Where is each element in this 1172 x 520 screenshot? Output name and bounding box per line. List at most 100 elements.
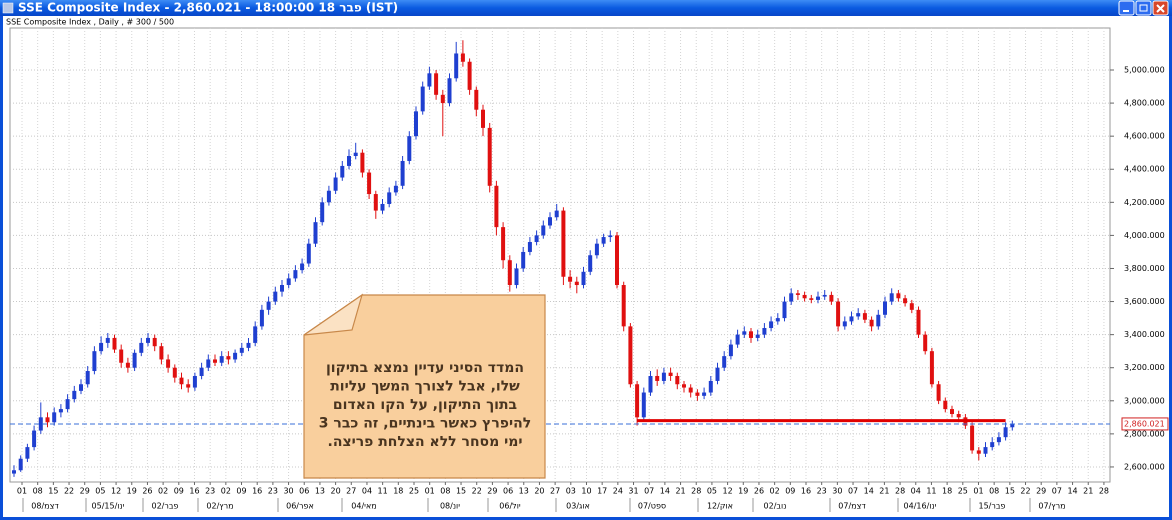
minimize-button[interactable]: [1118, 0, 1135, 16]
x-tick-label: 12: [723, 487, 733, 496]
candle-body: [253, 326, 258, 343]
candle-body: [983, 447, 988, 454]
candle-body: [85, 371, 90, 385]
candle-body: [306, 243, 311, 264]
candle-body: [119, 349, 124, 363]
candle-body: [280, 285, 284, 292]
candle-body: [467, 61, 472, 90]
candle-body: [326, 190, 331, 203]
candle-body: [99, 342, 104, 352]
x-tick-label: 25: [958, 487, 968, 496]
x-tick-label: 10: [581, 487, 591, 496]
candle-body: [541, 225, 546, 236]
x-tick-label: 08: [33, 487, 43, 496]
candle-body: [916, 309, 921, 335]
x-tick-label: 26: [754, 487, 764, 496]
x-tick-label: 14: [660, 487, 670, 496]
candle-body: [588, 255, 593, 272]
candle-body: [434, 73, 439, 95]
candle-body: [427, 73, 432, 87]
x-tick-label: 19: [127, 487, 137, 496]
x-tick-label: 26: [142, 487, 152, 496]
candle-body: [688, 387, 693, 393]
candle-body: [648, 375, 653, 393]
candle-body: [360, 152, 365, 173]
candle-body: [889, 293, 894, 302]
x-tick-label: 09: [785, 487, 795, 496]
candle-body: [749, 331, 753, 338]
candle-body: [601, 237, 606, 244]
x-tick-label: 22: [472, 487, 482, 496]
note-text: ימי מסחר ללא הצלחת פריצה.: [328, 434, 523, 450]
candle-body: [661, 372, 666, 381]
title-bar: [0, 0, 1172, 16]
x-month-label: 05/15/ינו: [92, 502, 125, 511]
candle-body: [809, 298, 814, 300]
x-month-label: 07/ספט: [638, 502, 666, 511]
candle-body: [132, 352, 137, 368]
x-tick-label: 16: [801, 487, 811, 496]
x-tick-label: 18: [393, 487, 403, 496]
x-tick-label: 27: [550, 487, 560, 496]
candle-body: [454, 53, 459, 79]
x-tick-label: 28: [691, 487, 701, 496]
candle-body: [527, 242, 532, 252]
candle-body: [1010, 423, 1015, 428]
x-tick-label: 14: [1067, 487, 1077, 496]
x-tick-label: 12: [111, 487, 121, 496]
candle-body: [782, 301, 787, 319]
restore-icon: [1139, 4, 1148, 12]
x-tick-label: 07: [1052, 487, 1062, 496]
candle-body: [568, 276, 573, 282]
candle-body: [447, 78, 452, 104]
candle-body: [481, 109, 485, 128]
candle-body: [286, 278, 291, 286]
candle-body: [152, 337, 157, 347]
note-text: שלו, אבל לצורך המשך עליות: [330, 379, 520, 395]
x-month-label: 02/מרץ: [206, 502, 233, 511]
candle-body: [728, 344, 733, 357]
candle-body: [226, 356, 231, 360]
candle-body: [789, 293, 794, 302]
candle-body: [139, 342, 144, 353]
x-tick-label: 04: [911, 487, 921, 496]
y-tick-label: 4,000.000: [1124, 231, 1165, 240]
candle-body: [494, 185, 499, 228]
candle-body: [950, 409, 954, 415]
candle-body: [400, 160, 405, 186]
candle-body: [628, 326, 633, 385]
x-tick-label: 15: [1005, 487, 1015, 496]
candle-body: [501, 227, 506, 261]
x-tick-label: 02: [770, 487, 780, 496]
candle-body: [762, 328, 767, 335]
candle-body: [259, 309, 264, 327]
x-tick-label: 07: [644, 487, 654, 496]
candle-body: [702, 392, 707, 396]
candle-body: [1003, 427, 1008, 438]
restore-button[interactable]: [1135, 0, 1152, 16]
candle-body: [146, 337, 150, 343]
x-month-label: 07/דצמ: [838, 502, 866, 511]
candle-body: [507, 260, 512, 286]
candle-body: [769, 321, 774, 329]
candle-body: [387, 192, 392, 204]
candle-body: [125, 362, 130, 368]
candle-body: [715, 367, 720, 381]
candle-body: [52, 412, 57, 423]
candle-body: [621, 285, 626, 327]
x-month-label: 08/יונ: [440, 502, 460, 511]
candle-body: [755, 334, 760, 338]
y-tick-label: 3,600.000: [1124, 297, 1165, 306]
candle-body: [12, 470, 16, 474]
window-title: SSE Composite Index - 2,860.021 - 18:00:…: [18, 1, 398, 15]
last-price-label: 2,860.021: [1124, 419, 1165, 428]
candle-body: [534, 235, 539, 243]
x-tick-label: 25: [409, 487, 419, 496]
x-tick-label: 05: [707, 487, 717, 496]
candle-body: [219, 356, 224, 363]
x-tick-label: 24: [613, 487, 623, 496]
candle-body: [192, 375, 197, 388]
candle-body: [883, 301, 887, 315]
candle-body: [246, 342, 251, 348]
